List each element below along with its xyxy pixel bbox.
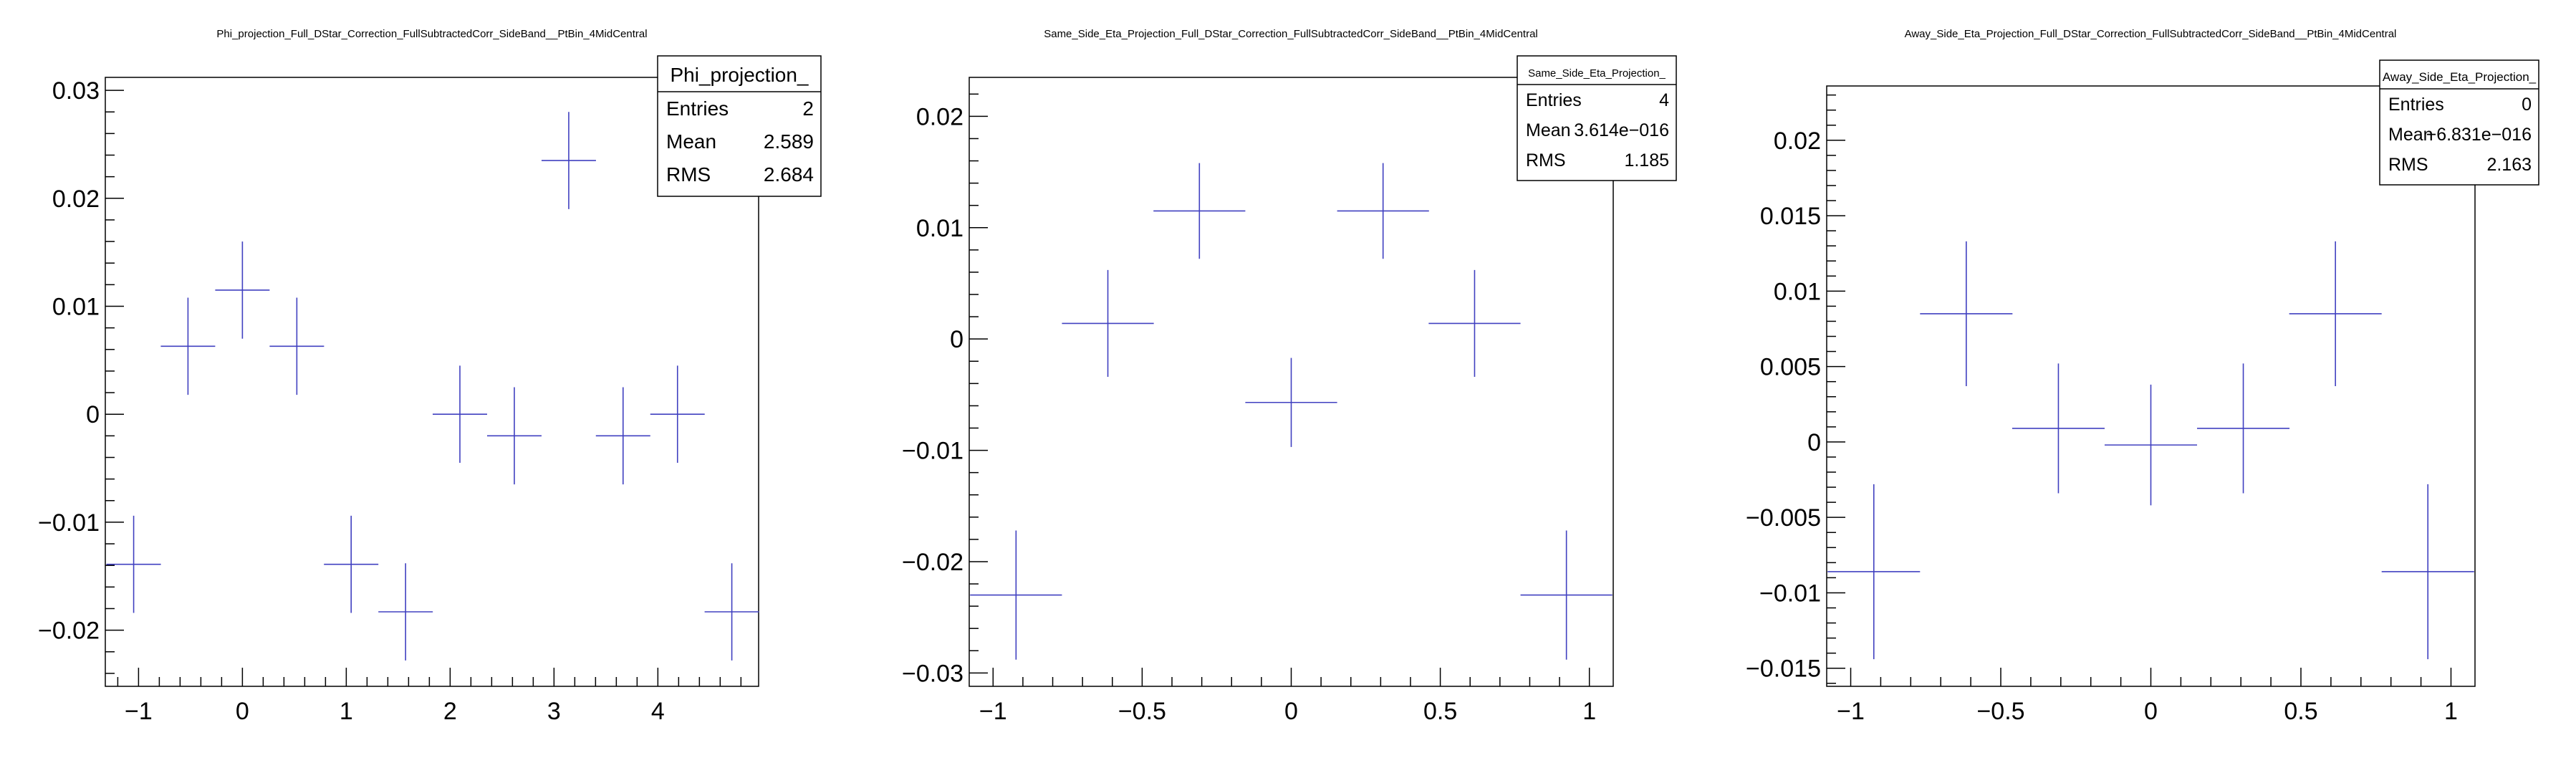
stats-row-value: 4 [1659,90,1669,110]
y-tick-label: 0 [86,401,100,428]
y-tick-label: 0.02 [52,186,100,213]
stats-box: Phi_projection_ Entries 2 Mean 2.589 RMS 2.684 [657,55,822,197]
stats-row-value: −6.831e−016 [2426,125,2532,145]
x-tick-label: 2 [443,698,457,725]
stats-row-value: 2.684 [764,163,814,186]
chart-panel-2: Same_Side_Eta_Projection_Full_DStar_Corr… [902,28,1677,725]
y-tick-label: 0 [950,326,963,353]
y-tick-label: 0.03 [52,77,100,105]
y-tick-label: −0.015 [1746,656,1821,683]
y-tick-label: −0.01 [38,509,100,537]
x-tick-label: 0 [2144,698,2158,725]
stats-row-value: 1.185 [1624,150,1669,171]
data-point [486,387,542,485]
chart-title: Away_Side_Eta_Projection_Full_DStar_Corr… [1905,28,2397,40]
x-tick-label: 0 [1284,698,1298,725]
data-point [2012,363,2105,494]
y-tick-label: −0.005 [1746,504,1821,532]
stats-box-name: Phi_projection_ [670,64,808,86]
x-tick-label: −0.5 [1118,698,1166,725]
stats-box-frame [657,55,822,197]
x-tick-label: 0.5 [1423,698,1457,725]
stats-row-value: 3.614e−016 [1574,120,1669,140]
y-tick-label: 0.02 [1774,128,1821,155]
data-point [2104,384,2198,506]
data-point [378,563,433,661]
stats-row-label: RMS [1526,150,1566,171]
y-tick-label: −0.02 [38,618,100,645]
data-point [1245,357,1337,447]
data-point [160,297,216,395]
data-point [324,515,379,613]
data-point [2381,484,2474,660]
stats-row-label: Mean [1526,120,1571,140]
y-tick-label: 0 [1807,429,1821,456]
y-tick-label: −0.01 [1759,580,1821,607]
stats-row-label: Entries [2388,95,2444,115]
chart-title: Same_Side_Eta_Projection_Full_DStar_Corr… [1044,28,1538,40]
data-point [1153,163,1246,259]
stats-row-value: 2.589 [764,130,814,153]
stats-box: Away_Side_Eta_Projection_ Entries 0 Mean−6.… [2379,59,2539,186]
plot-frame [105,77,759,687]
data-point [433,365,487,464]
x-tick-label: 3 [547,698,561,725]
stats-row-label: Mean [666,130,716,153]
x-tick-label: 1 [1582,698,1596,725]
data-point [704,563,759,661]
y-tick-label: 0.02 [916,103,963,130]
data-point [215,241,270,339]
x-tick-label: 1 [2444,698,2458,725]
stats-row-label: Entries [666,97,729,120]
x-tick-label: −0.5 [1976,698,2024,725]
data-point [541,112,596,209]
stats-box-frame [1517,55,1677,181]
y-tick-label: 0.01 [52,294,100,321]
data-point [650,365,705,464]
stats-row-label: Entries [1526,90,1582,110]
data-point [269,297,325,395]
stats-row-value: 2.163 [2486,155,2532,175]
x-tick-label: 0 [236,698,249,725]
chart-title: Phi_projection_Full_DStar_Correction_Ful… [216,28,647,40]
stats-row-label: Mean [2388,125,2433,145]
data-point [1827,484,1921,660]
data-point [1337,163,1429,259]
x-tick-label: −1 [125,698,153,725]
x-tick-label: −1 [979,698,1007,725]
stats-box-frame [2379,59,2539,186]
stats-row-value: 2 [802,97,814,120]
data-point [1428,269,1521,378]
stats-row-label: RMS [2388,155,2428,175]
stats-box: Same_Side_Eta_Projection_ Entries 4 Mean 3.6… [1517,55,1677,181]
y-tick-label: −0.02 [902,549,963,576]
y-tick-label: 0.005 [1760,354,1821,381]
x-tick-label: 0.5 [2284,698,2317,725]
data-point [595,387,650,485]
data-point [106,515,161,613]
x-tick-label: 4 [651,698,665,725]
y-tick-label: −0.03 [902,660,963,687]
data-point [970,530,1062,660]
y-tick-label: 0.015 [1760,203,1821,230]
data-point [2197,363,2290,494]
chart-panel-1: Phi_projection_Full_DStar_Correction_Ful… [38,28,822,725]
data-point [2289,241,2382,386]
stats-row-label: RMS [666,163,711,186]
x-tick-label: −1 [1837,698,1865,725]
chart-panel-3: Away_Side_Eta_Projection_Full_DStar_Corr… [1746,28,2539,725]
y-tick-label: −0.01 [902,438,963,465]
stats-row-value: 0 [2522,95,2532,115]
x-tick-label: 1 [340,698,353,725]
y-tick-label: 0.01 [1774,278,1821,305]
data-point [1920,241,2013,386]
stats-box-name: Same_Side_Eta_Projection_ [1528,67,1666,80]
y-tick-label: 0.01 [916,215,963,242]
stats-box-name: Away_Side_Eta_Projection_ [2383,70,2537,84]
data-point [1520,530,1613,660]
data-point [1062,269,1154,378]
